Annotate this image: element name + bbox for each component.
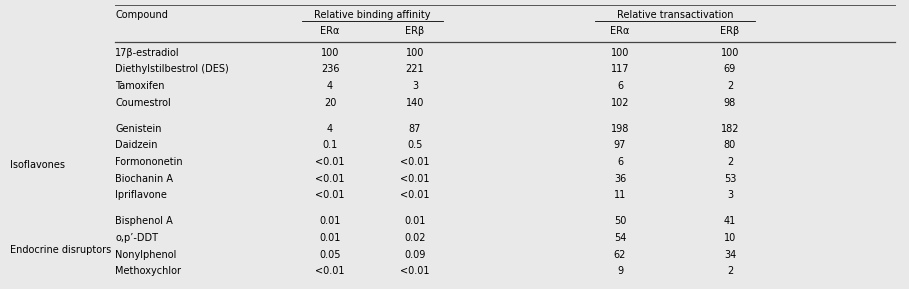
Text: <0.01: <0.01 — [400, 266, 430, 276]
Text: 50: 50 — [614, 216, 626, 227]
Text: <0.01: <0.01 — [315, 266, 345, 276]
Text: <0.01: <0.01 — [400, 173, 430, 184]
Text: Genistein: Genistein — [115, 124, 162, 134]
Text: 80: 80 — [724, 140, 736, 151]
Text: 182: 182 — [721, 124, 739, 134]
Text: 98: 98 — [724, 97, 736, 108]
Text: 0.01: 0.01 — [405, 216, 425, 227]
Text: Methoxychlor: Methoxychlor — [115, 266, 181, 276]
Text: Bisphenol A: Bisphenol A — [115, 216, 173, 227]
Text: 2: 2 — [727, 157, 734, 167]
Text: Daidzein: Daidzein — [115, 140, 157, 151]
Text: o,p’-DDT: o,p’-DDT — [115, 233, 158, 243]
Text: 41: 41 — [724, 216, 736, 227]
Text: 117: 117 — [611, 64, 629, 75]
Text: 0.05: 0.05 — [319, 249, 341, 260]
Text: 100: 100 — [405, 48, 425, 58]
Text: 4: 4 — [327, 81, 333, 91]
Text: 2: 2 — [727, 266, 734, 276]
Text: Compound: Compound — [115, 10, 168, 20]
Text: ERβ: ERβ — [405, 26, 425, 36]
Text: 6: 6 — [617, 157, 623, 167]
Text: 97: 97 — [614, 140, 626, 151]
Text: 87: 87 — [409, 124, 421, 134]
Text: Relative transactivation: Relative transactivation — [616, 10, 734, 20]
Text: Formononetin: Formononetin — [115, 157, 183, 167]
Text: Coumestrol: Coumestrol — [115, 97, 171, 108]
Text: <0.01: <0.01 — [400, 190, 430, 200]
Text: <0.01: <0.01 — [315, 190, 345, 200]
Text: 0.5: 0.5 — [407, 140, 423, 151]
Text: <0.01: <0.01 — [400, 157, 430, 167]
Text: 53: 53 — [724, 173, 736, 184]
Text: ERβ: ERβ — [720, 26, 740, 36]
Text: Isoflavones: Isoflavones — [10, 160, 65, 170]
Text: 11: 11 — [614, 190, 626, 200]
Text: 3: 3 — [727, 190, 733, 200]
Text: Endocrine disruptors: Endocrine disruptors — [10, 244, 111, 255]
Text: 4: 4 — [327, 124, 333, 134]
Text: 236: 236 — [321, 64, 339, 75]
Text: 17β-estradiol: 17β-estradiol — [115, 48, 180, 58]
Text: 100: 100 — [611, 48, 629, 58]
Text: 140: 140 — [405, 97, 425, 108]
Text: Tamoxifen: Tamoxifen — [115, 81, 165, 91]
Text: 10: 10 — [724, 233, 736, 243]
Text: 34: 34 — [724, 249, 736, 260]
Text: 221: 221 — [405, 64, 425, 75]
Text: ERα: ERα — [610, 26, 630, 36]
Text: 36: 36 — [614, 173, 626, 184]
Text: 2: 2 — [727, 81, 734, 91]
Text: Diethylstilbestrol (DES): Diethylstilbestrol (DES) — [115, 64, 229, 75]
Text: 100: 100 — [721, 48, 739, 58]
Text: ERα: ERα — [320, 26, 340, 36]
Text: 54: 54 — [614, 233, 626, 243]
Text: 62: 62 — [614, 249, 626, 260]
Text: 102: 102 — [611, 97, 629, 108]
Text: Biochanin A: Biochanin A — [115, 173, 173, 184]
Text: 20: 20 — [324, 97, 336, 108]
Text: Relative binding affinity: Relative binding affinity — [315, 10, 431, 20]
Text: Nonylphenol: Nonylphenol — [115, 249, 176, 260]
Text: <0.01: <0.01 — [315, 173, 345, 184]
Text: 0.1: 0.1 — [323, 140, 337, 151]
Text: 6: 6 — [617, 81, 623, 91]
Text: 0.01: 0.01 — [319, 233, 341, 243]
Text: 9: 9 — [617, 266, 623, 276]
Text: 0.02: 0.02 — [405, 233, 425, 243]
Text: 69: 69 — [724, 64, 736, 75]
Text: 100: 100 — [321, 48, 339, 58]
Text: 198: 198 — [611, 124, 629, 134]
Text: 0.01: 0.01 — [319, 216, 341, 227]
Text: 3: 3 — [412, 81, 418, 91]
Text: <0.01: <0.01 — [315, 157, 345, 167]
Text: Ipriflavone: Ipriflavone — [115, 190, 167, 200]
Text: 0.09: 0.09 — [405, 249, 425, 260]
